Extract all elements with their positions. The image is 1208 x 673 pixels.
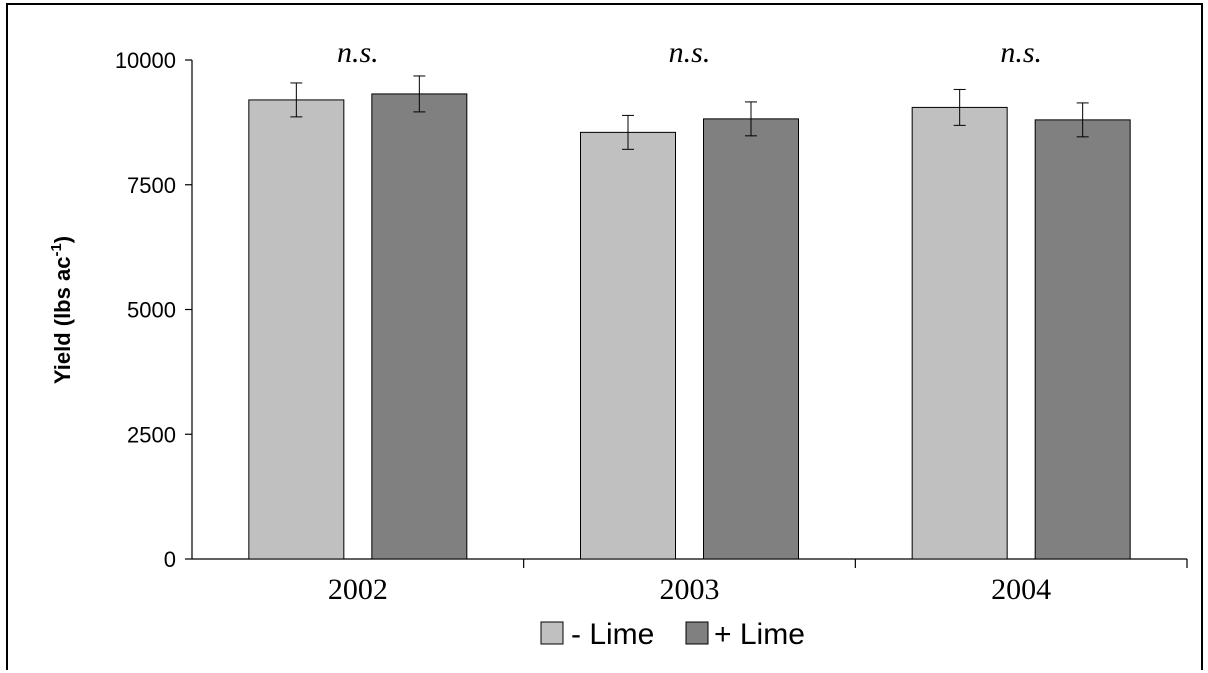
y-tick-label: 10000 [115,48,176,73]
axes [185,59,1188,568]
significance-label: n.s. [337,36,379,69]
labels: 0 2500 5000 7500 10000 2002 n.s. 2003 n.s. 2004 n.… [115,36,1051,606]
y-axis-label: Yield (lbs ac-1) [48,236,75,384]
x-tick-label: 2003 [660,573,720,606]
bar [248,99,345,560]
chart-frame [6,3,1203,670]
y-tick-label: 2500 [127,422,176,447]
bar [580,131,676,560]
y-tick-label: 0 [164,547,176,572]
y-tick-label: 7500 [127,173,176,198]
y-tick-label: 5000 [127,298,176,323]
bars [248,93,1131,560]
bar [371,93,468,560]
bar [703,118,799,560]
error-bars [290,75,1089,150]
legend: - Lime + Lime [540,618,805,651]
x-tick-label: 2004 [991,573,1051,606]
legend-label-minus-lime: - Lime [571,618,654,651]
legend-swatch-minus-lime [540,621,564,645]
legend-swatch-plus-lime [685,621,709,645]
legend-label-plus-lime: + Lime [714,618,805,651]
x-tick-label: 2002 [328,573,388,606]
bar [1034,119,1131,560]
significance-label: n.s. [1000,36,1042,69]
bar [911,106,1008,560]
significance-label: n.s. [669,36,711,69]
